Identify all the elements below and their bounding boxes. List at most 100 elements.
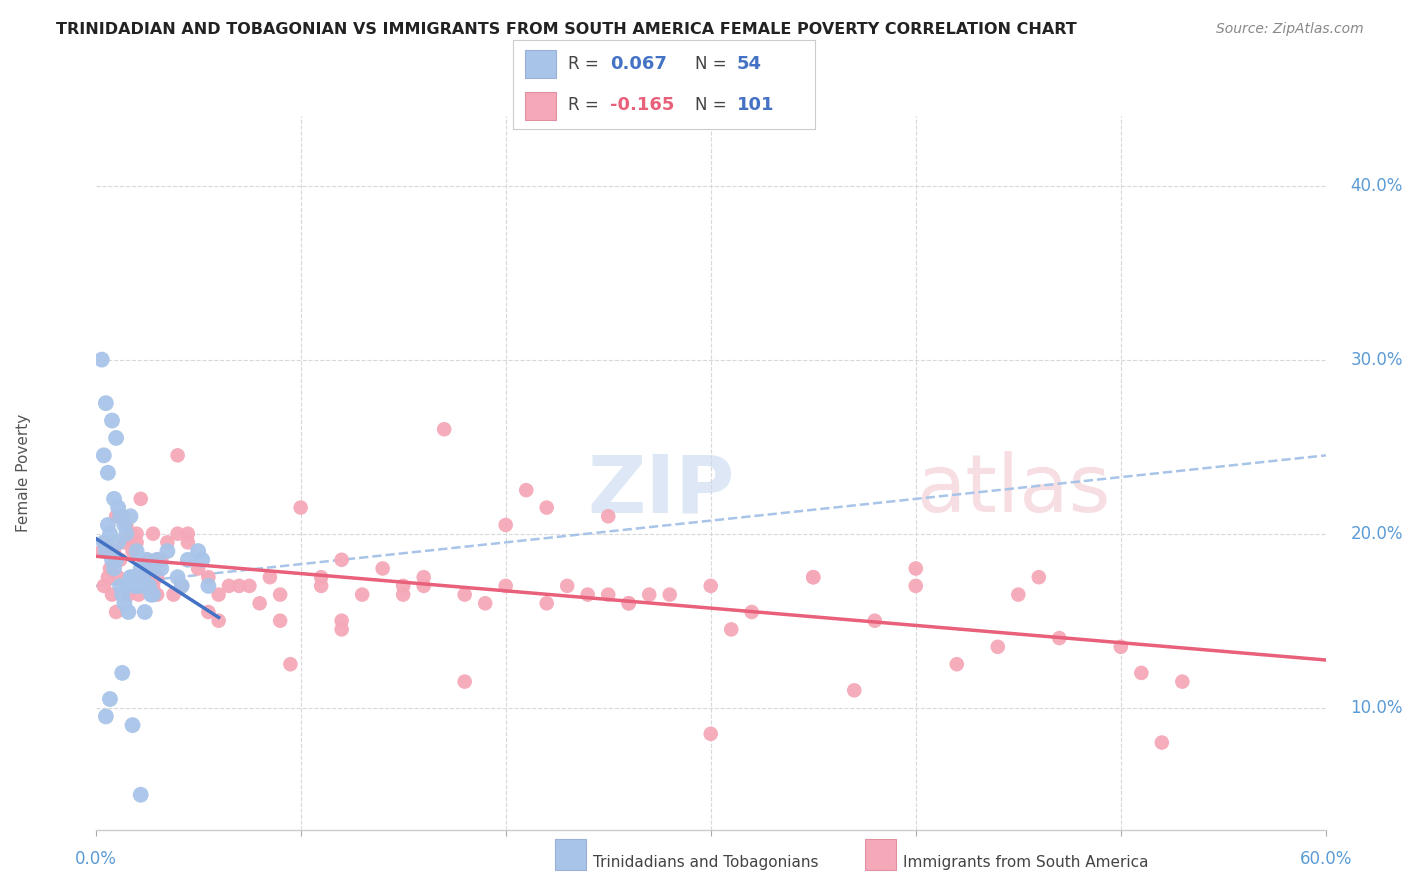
Point [187,544,209,558]
Point [1171,674,1194,689]
Point [177,553,200,567]
Point [120,526,142,541]
Point [162,588,184,602]
Point [801,570,824,584]
Point [115,526,138,541]
Point [135,553,157,567]
Point [90,352,112,367]
Point [125,526,148,541]
Point [454,674,477,689]
Point [146,553,169,567]
Text: N =: N = [695,96,731,114]
Point [121,544,143,558]
Point [97,466,120,480]
Text: 54: 54 [737,55,762,73]
Point [658,588,681,602]
Point [598,509,620,524]
Point [105,553,128,567]
Point [103,561,125,575]
Point [115,518,138,533]
Point [259,570,281,584]
Point [1130,665,1153,680]
Point [129,491,152,506]
Point [105,509,128,524]
Point [330,553,353,567]
Point [495,579,517,593]
Text: 101: 101 [737,96,775,114]
Point [101,588,124,602]
Point [269,614,291,628]
Point [93,535,115,549]
Point [1028,570,1050,584]
Point [94,544,117,558]
Point [191,553,214,567]
Point [101,413,124,427]
Point [98,692,121,706]
Point [801,570,824,584]
Point [94,709,117,723]
Text: 30.0%: 30.0% [1351,351,1403,368]
Point [121,718,143,732]
Point [290,500,312,515]
Point [904,579,927,593]
Text: TRINIDADIAN AND TOBAGONIAN VS IMMIGRANTS FROM SOUTH AMERICA FEMALE POVERTY CORRE: TRINIDADIAN AND TOBAGONIAN VS IMMIGRANTS… [56,22,1077,37]
Point [844,683,866,698]
Text: R =: R = [568,96,603,114]
Point [197,605,219,619]
Point [412,570,434,584]
Point [166,570,188,584]
Point [187,561,209,575]
Point [142,526,165,541]
Point [720,623,742,637]
Point [371,561,394,575]
Point [128,588,150,602]
Point [110,553,132,567]
Point [124,579,146,593]
Point [146,553,169,567]
Point [536,596,558,610]
Point [117,588,139,602]
Text: 10.0%: 10.0% [1351,698,1403,717]
Point [105,431,128,445]
Point [112,518,135,533]
Point [495,518,517,533]
Point [117,605,139,619]
Point [150,561,173,575]
Text: 40.0%: 40.0% [1351,177,1403,194]
Point [177,535,200,549]
Point [330,614,353,628]
Point [90,544,112,558]
Point [474,596,496,610]
Bar [526,92,555,120]
Point [166,448,188,462]
Point [125,535,148,549]
Point [105,605,128,619]
Point [112,535,135,549]
Point [412,579,434,593]
Point [142,588,165,602]
Point [454,588,477,602]
Point [228,579,250,593]
Text: -0.165: -0.165 [610,96,675,114]
Point [617,596,640,610]
Point [208,588,231,602]
Text: Immigrants from South America: Immigrants from South America [903,855,1149,870]
Point [197,570,219,584]
Point [1047,631,1070,645]
Point [107,500,129,515]
Text: Female Poverty: Female Poverty [17,414,31,532]
Point [218,579,240,593]
Point [330,623,353,637]
Point [392,588,415,602]
Point [97,570,120,584]
Point [138,579,160,593]
Point [904,561,927,575]
Point [93,448,115,462]
Point [280,657,302,672]
Point [103,544,125,558]
Point [111,509,134,524]
Point [238,579,260,593]
Point [156,544,179,558]
Point [120,570,142,584]
Point [617,596,640,610]
